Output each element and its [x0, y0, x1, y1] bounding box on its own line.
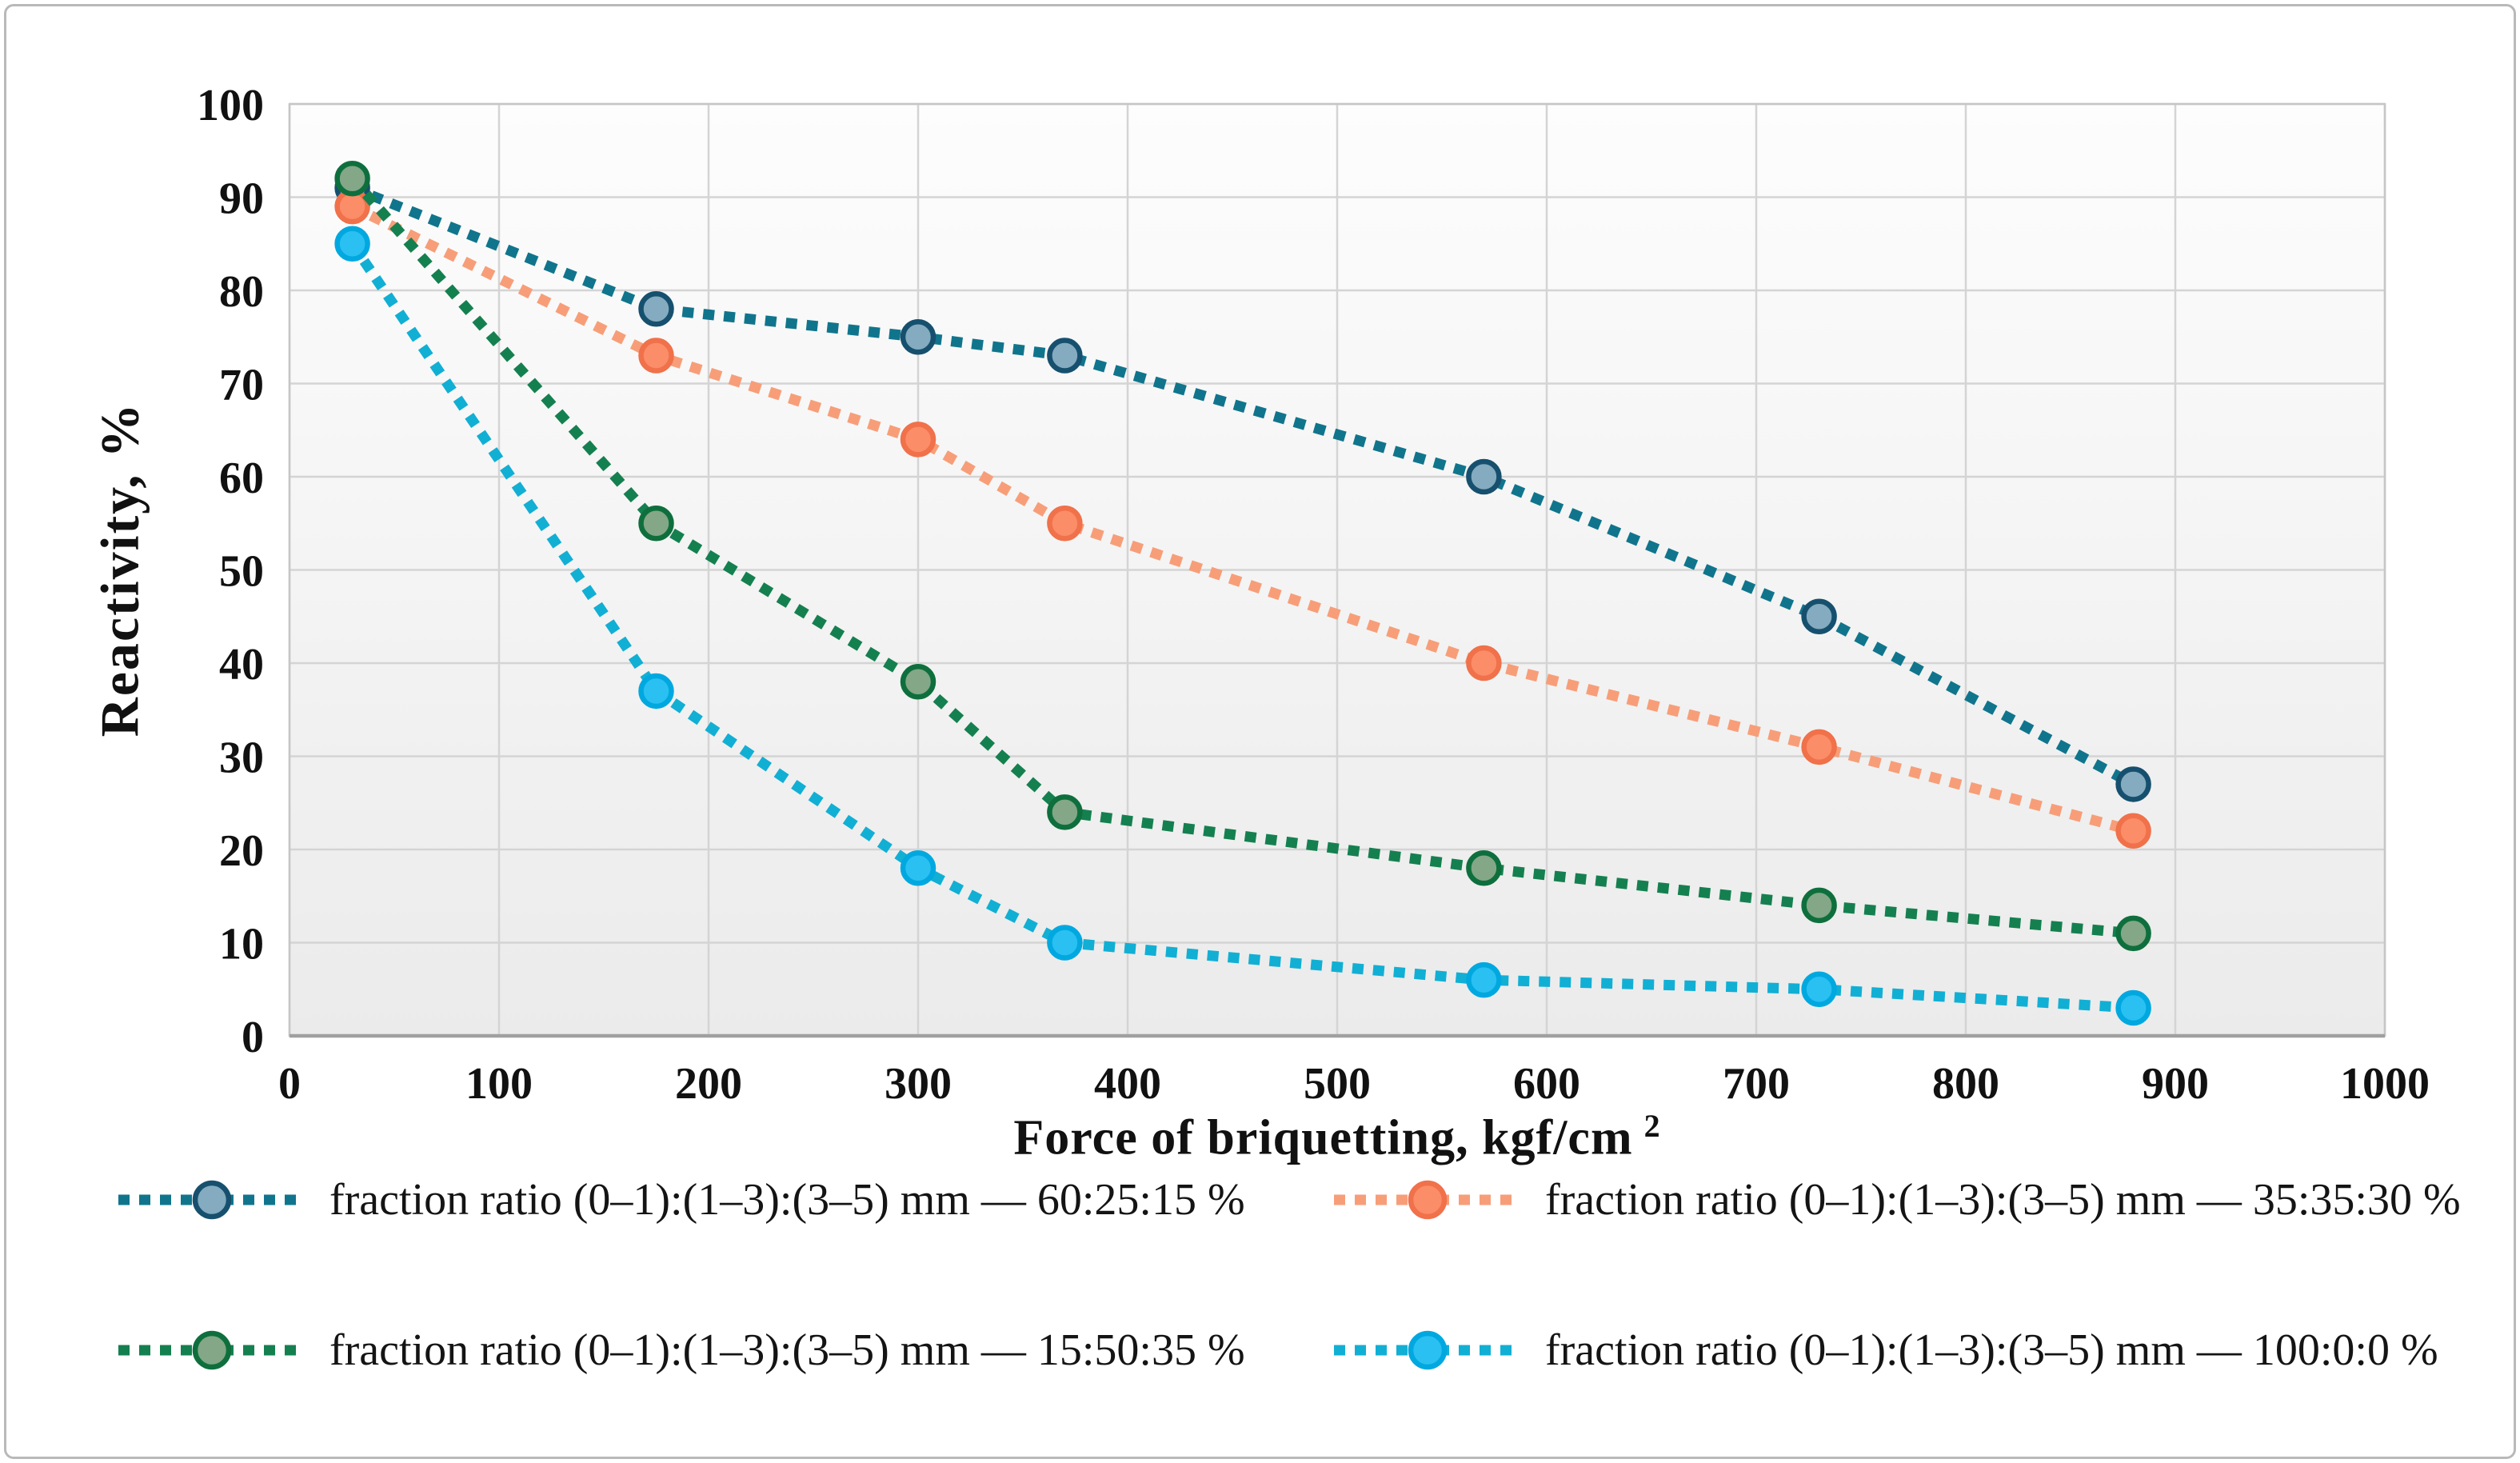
x-tick-label: 400: [1094, 1059, 1161, 1109]
y-tick-label: 80: [219, 267, 264, 317]
data-point: [1801, 971, 1837, 1007]
x-tick-label: 500: [1304, 1059, 1371, 1109]
data-point: [1047, 794, 1083, 830]
data-point: [1801, 729, 1837, 765]
data-point: [2115, 766, 2151, 802]
data-point: [638, 338, 674, 374]
y-tick-label: 20: [219, 826, 264, 876]
x-axis-title: Force of briquetting, kgf/cm 2: [1013, 1107, 1660, 1167]
data-point: [2115, 915, 2151, 952]
y-tick-label: 40: [219, 640, 264, 690]
data-point: [2115, 813, 2151, 849]
y-axis-title: Reactivity, %: [89, 402, 150, 737]
data-point: [900, 319, 937, 355]
x-tick-label: 200: [675, 1059, 742, 1109]
x-tick-label: 0: [278, 1059, 301, 1109]
data-point: [334, 160, 370, 197]
data-point: [1466, 961, 1502, 998]
x-tick-label: 900: [2142, 1059, 2209, 1109]
x-tick-label: 700: [1723, 1059, 1790, 1109]
data-point: [1801, 887, 1837, 924]
data-point: [1801, 598, 1837, 634]
x-tick-label: 100: [465, 1059, 533, 1109]
data-point: [1047, 338, 1083, 374]
x-tick-label: 600: [1513, 1059, 1580, 1109]
data-point: [1466, 850, 1502, 886]
data-point: [2115, 989, 2151, 1026]
y-tick-label: 100: [197, 81, 264, 130]
data-point: [900, 850, 937, 886]
x-tick-label: 800: [1932, 1059, 1999, 1109]
data-point: [1047, 925, 1083, 961]
data-point: [1047, 506, 1083, 542]
x-axis-title-superscript: 2: [1643, 1108, 1661, 1144]
data-point: [1466, 645, 1502, 682]
data-point: [638, 291, 674, 327]
y-tick-label: 0: [242, 1013, 264, 1062]
data-point: [900, 664, 937, 700]
x-tick-label: 300: [885, 1059, 952, 1109]
y-tick-label: 90: [219, 174, 264, 224]
y-tick-label: 50: [219, 547, 264, 597]
data-point: [334, 226, 370, 262]
data-point: [638, 506, 674, 542]
y-tick-label: 60: [219, 454, 264, 503]
data-point: [1466, 458, 1502, 495]
y-tick-label: 10: [219, 920, 264, 969]
data-point: [900, 422, 937, 458]
y-tick-label: 70: [219, 361, 264, 410]
data-point: [638, 673, 674, 710]
x-axis-title-text: Force of briquetting, kgf/cm: [1013, 1110, 1633, 1165]
x-tick-label: 1000: [2340, 1059, 2430, 1109]
y-tick-label: 30: [219, 733, 264, 783]
